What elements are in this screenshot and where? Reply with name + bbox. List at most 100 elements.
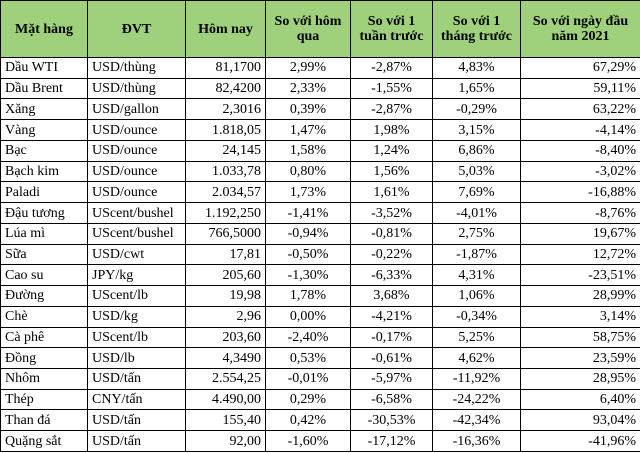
table-cell: 766,5000 <box>185 222 266 245</box>
table-cell: -0,34% <box>432 305 521 328</box>
table-cell: 0,80% <box>265 160 351 183</box>
table-cell: UScent/lb <box>87 326 186 349</box>
table-cell: -23,51% <box>520 264 640 287</box>
table-cell: USD/gallon <box>87 98 186 121</box>
table-cell: -24,22% <box>432 388 521 411</box>
table-cell: 203,60 <box>185 326 266 349</box>
table-cell: 5,25% <box>432 326 521 349</box>
table-cell: Nhôm <box>0 368 88 390</box>
header-cell: ĐVT <box>87 0 186 58</box>
table-cell: -3,52% <box>350 202 433 224</box>
table-row: Bạch kim USD/ounce 1.033,78 0,80% 1,56% 5,03%… <box>0 160 640 183</box>
table-cell: -4,21% <box>350 305 433 328</box>
table-cell: 0,00% <box>265 305 351 328</box>
table-row: Quặng sắt USD/tấn 92,00 -1,60% -17,12% -16,36… <box>0 430 640 452</box>
table-cell: 23,59% <box>520 347 640 370</box>
table-cell: -4,14% <box>520 119 640 141</box>
table-row: Bạc USD/ounce 24,145 1,58% 1,24% 6,86% -8,40% <box>0 139 640 162</box>
table-cell: 1,06% <box>432 285 521 307</box>
table-cell: 1,78% <box>265 285 351 307</box>
table-cell: -4,01% <box>432 202 521 224</box>
table-row: Nhôm USD/tấn 2.554,25 -0,01% -5,97% -11,92% 28… <box>0 368 640 390</box>
table-cell: -1,41% <box>265 202 351 224</box>
table-cell: -42,34% <box>432 409 521 432</box>
table-cell: -3,02% <box>520 160 640 183</box>
table-cell: Dầu WTI <box>0 57 88 79</box>
table-cell: Chè <box>0 305 88 328</box>
table-cell: 2,33% <box>265 77 351 100</box>
table-cell: 81,1700 <box>185 57 266 79</box>
table-cell: 67,29% <box>520 57 640 79</box>
table-cell: 155,40 <box>185 409 266 432</box>
table-cell: USD/ounce <box>87 139 186 162</box>
table-cell: 28,99% <box>520 285 640 307</box>
table-row: Thép CNY/tấn 4.490,00 0,29% -6,58% -24,22% 6,4… <box>0 388 640 411</box>
table-cell: 6,86% <box>432 139 521 162</box>
table-cell: Cà phê <box>0 326 88 349</box>
table-cell: -16,88% <box>520 181 640 204</box>
table-cell: USD/ounce <box>87 160 186 183</box>
table-cell: -1,55% <box>350 77 433 100</box>
table-cell: -1,87% <box>432 243 521 266</box>
table-cell: 93,04% <box>520 409 640 432</box>
table-cell: -17,12% <box>350 430 433 452</box>
table-cell: 3,68% <box>350 285 433 307</box>
header-cell: So với ngày đầu năm 2021 <box>520 0 640 58</box>
table-row: Đường UScent/lb 19,98 1,78% 3,68% 1,06% 28,99% <box>0 285 640 307</box>
table-cell: USD/lb <box>87 347 186 370</box>
table-cell: Dầu Brent <box>0 77 88 100</box>
table-cell: 7,69% <box>432 181 521 204</box>
table-cell: Đậu tương <box>0 202 88 224</box>
table-cell: 205,60 <box>185 264 266 287</box>
table-row: Cao su JPY/kg 205,60 -1,30% -6,33% 4,31% -23,5… <box>0 264 640 287</box>
table-cell: CNY/tấn <box>87 388 186 411</box>
table-row: Cà phê UScent/lb 203,60 -2,40% -0,17% 5,25% 58… <box>0 326 640 349</box>
table-cell: 92,00 <box>185 430 266 452</box>
table-cell: 63,22% <box>520 98 640 121</box>
table-cell: 4,83% <box>432 57 521 79</box>
table-cell: 59,11% <box>520 77 640 100</box>
table-cell: UScent/bushel <box>87 222 186 245</box>
table-cell: -8,40% <box>520 139 640 162</box>
table-cell: -0,22% <box>350 243 433 266</box>
table-body: Dầu WTI USD/thùng 81,1700 2,99% -2,87% 4,83% 6… <box>0 57 640 452</box>
table-cell: 1,47% <box>265 119 351 141</box>
table-cell: -41,96% <box>520 430 640 452</box>
table-cell: -0,50% <box>265 243 351 266</box>
table-cell: -0,17% <box>350 326 433 349</box>
table-cell: -0,81% <box>350 222 433 245</box>
header-cell: So với 1 tháng trước <box>432 0 521 58</box>
table-cell: 4.490,00 <box>185 388 266 411</box>
table-cell: USD/thùng <box>87 57 186 79</box>
table-cell: 28,95% <box>520 368 640 390</box>
header-cell: Hôm nay <box>185 0 266 58</box>
table-cell: Than đá <box>0 409 88 432</box>
table-cell: Thép <box>0 388 88 411</box>
table-row: Xăng USD/gallon 2,3016 0,39% -2,87% -0,29% 63,… <box>0 98 640 121</box>
table-cell: -2,87% <box>350 98 433 121</box>
table-row: Dầu WTI USD/thùng 81,1700 2,99% -2,87% 4,83% 6… <box>0 57 640 79</box>
header-cell: So với hôm qua <box>265 0 351 58</box>
table-cell: -6,33% <box>350 264 433 287</box>
table-cell: USD/tấn <box>87 409 186 432</box>
table-cell: 4,3490 <box>185 347 266 370</box>
table-row: Lúa mì UScent/bushel 766,5000 -0,94% -0,81% 2… <box>0 222 640 245</box>
table-cell: USD/cwt <box>87 243 186 266</box>
table-cell: 1.818,05 <box>185 119 266 141</box>
table-cell: -1,30% <box>265 264 351 287</box>
table-cell: 6,40% <box>520 388 640 411</box>
table-cell: Quặng sắt <box>0 430 88 452</box>
table-cell: 1,56% <box>350 160 433 183</box>
table-cell: -1,60% <box>265 430 351 452</box>
table-cell: -8,76% <box>520 202 640 224</box>
table-cell: 5,03% <box>432 160 521 183</box>
table-cell: 2.554,25 <box>185 368 266 390</box>
table-cell: 0,53% <box>265 347 351 370</box>
table-cell: UScent/bushel <box>87 202 186 224</box>
table-cell: 1,58% <box>265 139 351 162</box>
table-cell: -2,40% <box>265 326 351 349</box>
table-row: Paladi USD/ounce 2.034,57 1,73% 1,61% 7,69% -1… <box>0 181 640 204</box>
table-cell: 12,72% <box>520 243 640 266</box>
table-cell: JPY/kg <box>87 264 186 287</box>
table-cell: Bạc <box>0 139 88 162</box>
